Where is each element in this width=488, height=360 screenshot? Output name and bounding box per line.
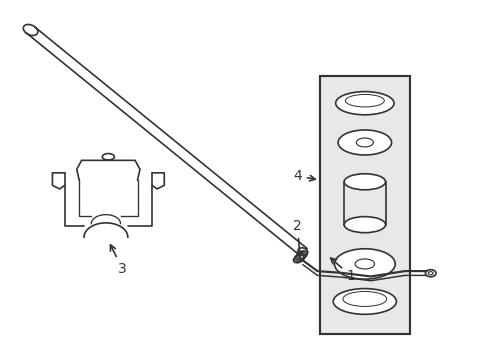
Ellipse shape	[332, 289, 396, 314]
Ellipse shape	[335, 91, 393, 115]
FancyBboxPatch shape	[319, 76, 409, 334]
Ellipse shape	[102, 154, 114, 160]
Text: 3: 3	[110, 245, 126, 276]
Ellipse shape	[425, 270, 435, 277]
Ellipse shape	[297, 248, 307, 255]
Text: 1: 1	[330, 258, 355, 283]
Ellipse shape	[334, 249, 394, 279]
Ellipse shape	[344, 174, 385, 190]
Text: 4: 4	[292, 169, 315, 183]
Ellipse shape	[337, 130, 391, 155]
Ellipse shape	[344, 217, 385, 233]
Text: 2: 2	[292, 219, 302, 257]
